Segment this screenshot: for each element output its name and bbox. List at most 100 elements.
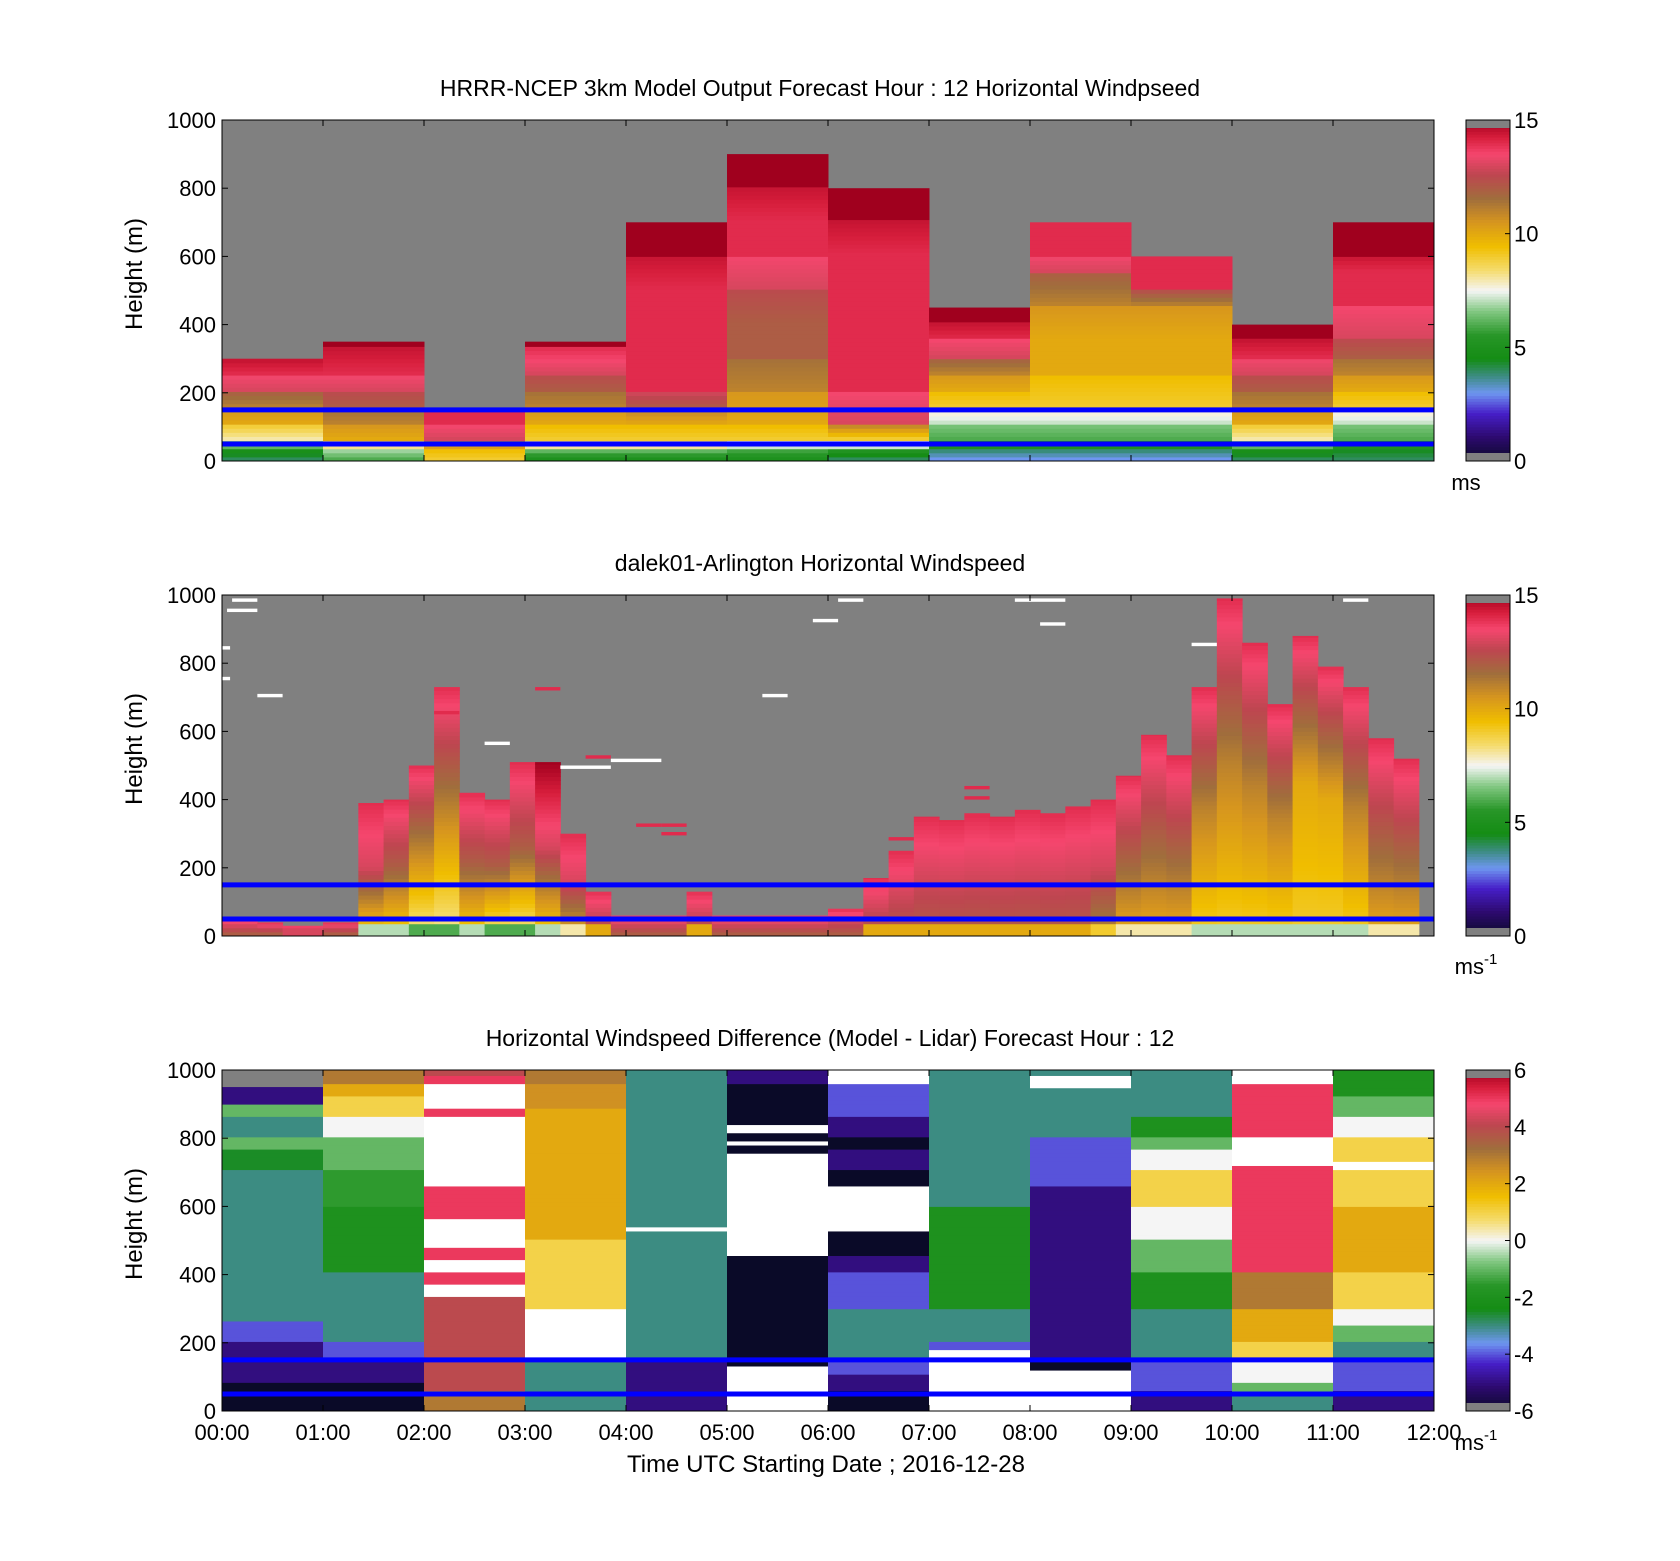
heatmap-cell <box>1393 837 1420 843</box>
heatmap-cell <box>525 1226 627 1232</box>
heatmap-cell <box>727 415 829 421</box>
heatmap-cell <box>383 800 410 806</box>
colorbar-tick-label: 0 <box>1514 1229 1526 1254</box>
heatmap-cell <box>1191 792 1218 798</box>
colorbar-segment <box>1466 253 1510 257</box>
heatmap-cell <box>525 354 627 360</box>
colorbar-missing-bottom <box>1466 928 1510 936</box>
heatmap-cell <box>525 411 627 417</box>
colorbar-segment <box>1466 1112 1510 1116</box>
heatmap-cell <box>1393 829 1420 835</box>
heatmap-cell <box>1317 755 1344 761</box>
heatmap-cell <box>626 1280 728 1285</box>
heatmap-cell <box>1368 796 1395 802</box>
heatmap-cell <box>1343 862 1369 867</box>
heatmap-cell <box>1242 866 1268 872</box>
heatmap-cell <box>424 448 526 454</box>
heatmap-cell <box>1368 751 1395 757</box>
heatmap-cell <box>1131 313 1233 319</box>
heatmap-cell <box>1131 1312 1233 1318</box>
heatmap-cell <box>828 1406 930 1412</box>
heatmap-cell <box>1030 1140 1132 1146</box>
heatmap-cell <box>525 358 627 364</box>
heatmap-cell <box>1333 1235 1435 1240</box>
colorbar-segment <box>1466 131 1510 135</box>
heatmap-cell <box>408 858 435 863</box>
heatmap-cell <box>727 452 829 458</box>
heatmap-cell <box>828 1194 930 1199</box>
heatmap-cell <box>424 1284 526 1289</box>
heatmap-cell <box>383 829 410 835</box>
heatmap-cell <box>434 805 460 810</box>
heatmap-cell <box>626 1091 728 1097</box>
heatmap-cell <box>383 845 410 851</box>
heatmap-cell <box>727 248 829 253</box>
heatmap-cell <box>1131 1280 1233 1285</box>
heatmap-cell <box>1242 772 1268 777</box>
heatmap-cell <box>560 858 587 863</box>
heatmap-cell <box>323 1079 425 1085</box>
heatmap-cell <box>434 825 460 831</box>
heatmap-cell <box>1368 854 1395 859</box>
heatmap-cell <box>222 1251 324 1257</box>
heatmap-cell <box>727 1280 829 1285</box>
heatmap-cell <box>727 227 829 233</box>
heatmap-cell <box>1131 1267 1233 1273</box>
heatmap-cell <box>525 1288 627 1293</box>
heatmap-cell <box>424 1378 526 1383</box>
heatmap-cell <box>1242 698 1268 704</box>
heatmap-cell <box>1191 776 1218 782</box>
heatmap-cell <box>1343 792 1369 798</box>
heatmap-cell <box>1131 280 1233 286</box>
heatmap-cell <box>1333 1177 1435 1183</box>
heatmap-cell <box>828 1271 930 1277</box>
heatmap-cell <box>1232 1333 1334 1338</box>
colorbar-segment <box>1466 165 1510 169</box>
heatmap-cell <box>424 1308 526 1314</box>
heatmap-cell <box>525 1382 627 1387</box>
heatmap-cell <box>929 375 1031 380</box>
heatmap-cell <box>1267 706 1294 712</box>
heatmap-cell <box>1242 645 1268 651</box>
colorbar-segment <box>1466 1297 1510 1301</box>
heatmap-cell <box>1232 1312 1334 1318</box>
heatmap-cell <box>525 366 627 372</box>
heatmap-cell <box>484 890 511 896</box>
colorbar-segment <box>1466 722 1510 727</box>
heatmap-cell <box>525 1198 627 1203</box>
heatmap-cell <box>727 334 829 339</box>
colorbar-unit: ms <box>1451 470 1480 495</box>
reference-lines <box>222 1357 1434 1397</box>
heatmap-cell <box>434 764 460 769</box>
heatmap-cell <box>222 1275 324 1281</box>
heatmap-cell <box>727 1190 829 1195</box>
heatmap-cell <box>1115 878 1142 884</box>
heatmap-cell <box>626 1353 728 1359</box>
colorbar-segment <box>1466 847 1510 852</box>
heatmap-cell <box>323 1181 425 1187</box>
heatmap-cell <box>828 1263 930 1269</box>
heatmap-cell <box>939 820 965 822</box>
heatmap-cell <box>626 1284 728 1289</box>
heatmap-streak <box>257 693 283 698</box>
heatmap-cell <box>1030 1071 1132 1076</box>
heatmap-cell <box>1232 1070 1334 1072</box>
heatmap-cell <box>1014 895 1041 900</box>
heatmap-cell <box>828 1316 930 1322</box>
heatmap-cell <box>1333 1194 1435 1199</box>
heatmap-cell <box>1333 1275 1435 1281</box>
colorbar-segment <box>1466 134 1510 138</box>
heatmap-cell <box>626 370 728 376</box>
heatmap-cell <box>560 931 587 937</box>
colorbar-segment <box>1466 449 1510 453</box>
heatmap-cell <box>1166 907 1193 912</box>
colorbar-segment <box>1466 429 1510 434</box>
heatmap-cell <box>459 841 486 847</box>
heatmap-cell <box>727 1136 829 1142</box>
heatmap-cell <box>828 436 930 442</box>
heatmap-cell <box>1030 1226 1132 1232</box>
heatmap-cell <box>1090 923 1117 929</box>
heatmap-cell <box>1216 727 1243 732</box>
heatmap-cell <box>1393 878 1420 884</box>
heatmap-cell <box>323 1140 425 1146</box>
